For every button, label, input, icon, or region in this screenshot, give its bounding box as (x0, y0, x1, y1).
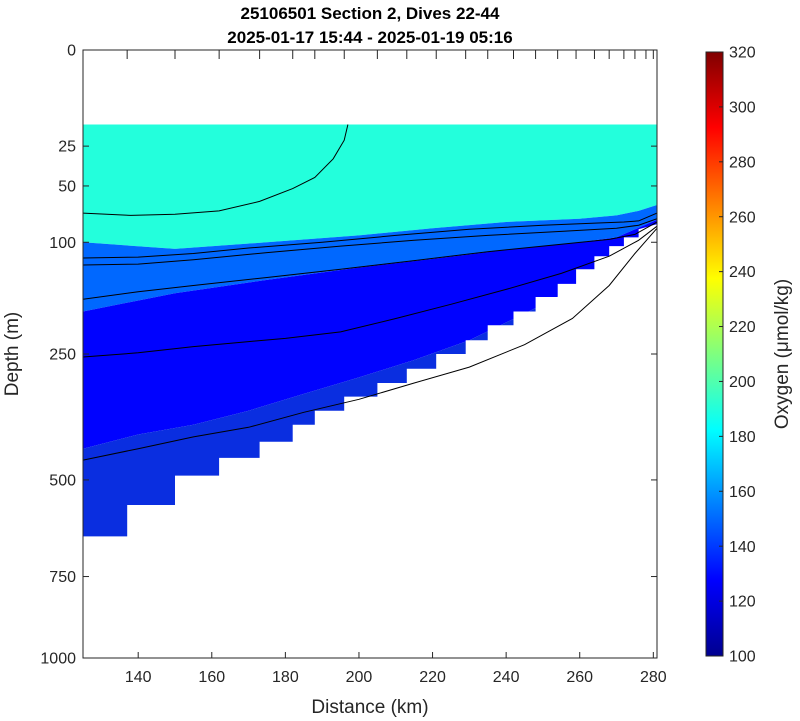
contour-line-5 (83, 225, 657, 358)
contour-line-3 (83, 218, 657, 266)
colorbar-tick-label-300: 300 (729, 100, 756, 117)
x-tick-label-180: 180 (272, 669, 299, 686)
x-tick-label-160: 160 (198, 669, 225, 686)
colorbar-tick-label-220: 220 (729, 319, 756, 336)
y-tick-label-500: 500 (49, 473, 76, 490)
colorbar-tick-label-180: 180 (729, 429, 756, 446)
colorbar-tick-label-280: 280 (729, 154, 756, 171)
x-tick-label-220: 220 (419, 669, 446, 686)
contour-line-2 (83, 212, 657, 259)
colorbar-ticks: 100 120 140 160 180 200 220 240 260 280 300 320 (719, 45, 756, 666)
dive-markers (126, 50, 654, 59)
colorbar-tick-label-260: 260 (729, 209, 756, 226)
x-tick-label-260: 260 (566, 669, 593, 686)
colorbar-tick-label-160: 160 (729, 484, 756, 501)
y-tick-label-750: 750 (49, 569, 76, 586)
colorbar-label: Oxygen (μmol/kg) (772, 279, 793, 429)
colorbar-tick-label-140: 140 (729, 539, 756, 556)
colorbar (705, 51, 724, 657)
y-tick-label-250: 250 (49, 347, 76, 364)
y-tick-label-25: 25 (58, 139, 76, 156)
x-axis-label: Distance (km) (311, 697, 428, 718)
x-tick-label-280: 280 (640, 669, 667, 686)
y-tick-label-1000: 1000 (40, 651, 76, 668)
x-tick-label-140: 140 (125, 669, 152, 686)
oxygen-layer-150 (83, 205, 657, 312)
y-axis: 0 25 50 100 250 500 750 1000 (40, 43, 657, 668)
colorbar-tick-label-200: 200 (729, 374, 756, 391)
chart-title: 25106501 Section 2, Dives 22-44 (241, 4, 500, 23)
oxygen-layer-128 (83, 219, 657, 449)
contour-line-4 (83, 221, 657, 300)
x-tick-label-240: 240 (493, 669, 520, 686)
chart-subtitle: 2025-01-17 15:44 - 2025-01-19 05:16 (227, 28, 512, 47)
colorbar-tick-label-240: 240 (729, 264, 756, 281)
x-tick-label-200: 200 (346, 669, 373, 686)
contour-line-6 (83, 227, 657, 461)
colorbar-tick-label-320: 320 (729, 45, 756, 62)
y-tick-label-50: 50 (58, 179, 76, 196)
colorbar-tick-label-120: 120 (729, 594, 756, 611)
y-tick-label-100: 100 (49, 235, 76, 252)
y-axis-label: Depth (m) (2, 312, 23, 396)
y-tick-label-0: 0 (67, 43, 76, 60)
contour-lines (83, 124, 657, 461)
oxygen-layer-190 (83, 124, 657, 249)
colorbar-tick-label-100: 100 (729, 649, 756, 666)
x-axis: 140 160 180 200 220 240 260 280 (125, 652, 667, 686)
contour-line-1 (83, 124, 349, 216)
